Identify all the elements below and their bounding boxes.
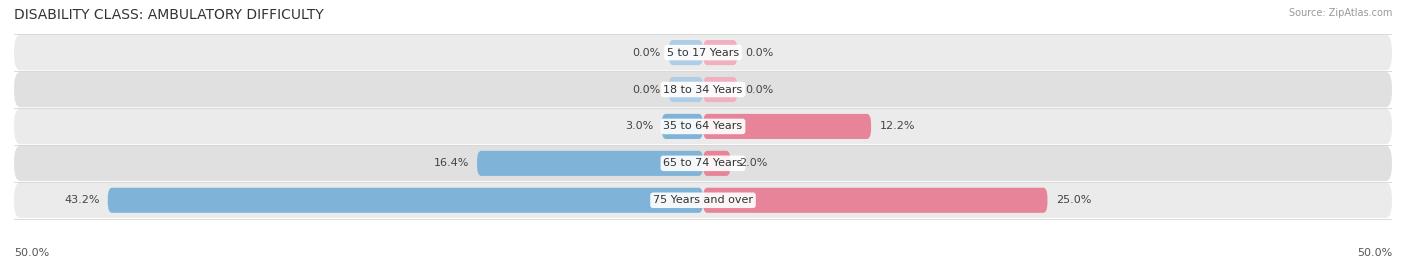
Text: 2.0%: 2.0% <box>738 158 768 168</box>
FancyBboxPatch shape <box>703 77 738 102</box>
Text: 65 to 74 Years: 65 to 74 Years <box>664 158 742 168</box>
Text: Source: ZipAtlas.com: Source: ZipAtlas.com <box>1288 8 1392 18</box>
Text: 12.2%: 12.2% <box>879 121 915 132</box>
FancyBboxPatch shape <box>669 40 703 65</box>
Text: 16.4%: 16.4% <box>433 158 468 168</box>
Text: 0.0%: 0.0% <box>745 84 773 94</box>
FancyBboxPatch shape <box>14 183 1392 218</box>
FancyBboxPatch shape <box>703 151 731 176</box>
Text: 18 to 34 Years: 18 to 34 Years <box>664 84 742 94</box>
Text: 0.0%: 0.0% <box>633 48 661 58</box>
FancyBboxPatch shape <box>703 114 872 139</box>
FancyBboxPatch shape <box>14 109 1392 144</box>
Text: 25.0%: 25.0% <box>1056 195 1091 205</box>
FancyBboxPatch shape <box>477 151 703 176</box>
FancyBboxPatch shape <box>669 77 703 102</box>
FancyBboxPatch shape <box>14 146 1392 181</box>
Text: 3.0%: 3.0% <box>626 121 654 132</box>
FancyBboxPatch shape <box>662 114 703 139</box>
Text: DISABILITY CLASS: AMBULATORY DIFFICULTY: DISABILITY CLASS: AMBULATORY DIFFICULTY <box>14 8 323 22</box>
FancyBboxPatch shape <box>703 188 1047 213</box>
Text: 50.0%: 50.0% <box>1357 248 1392 258</box>
Text: 5 to 17 Years: 5 to 17 Years <box>666 48 740 58</box>
FancyBboxPatch shape <box>108 188 703 213</box>
Text: 50.0%: 50.0% <box>14 248 49 258</box>
Text: 43.2%: 43.2% <box>65 195 100 205</box>
Text: 35 to 64 Years: 35 to 64 Years <box>664 121 742 132</box>
FancyBboxPatch shape <box>14 72 1392 107</box>
Text: 75 Years and over: 75 Years and over <box>652 195 754 205</box>
FancyBboxPatch shape <box>703 40 738 65</box>
FancyBboxPatch shape <box>14 35 1392 70</box>
Text: 0.0%: 0.0% <box>745 48 773 58</box>
Text: 0.0%: 0.0% <box>633 84 661 94</box>
